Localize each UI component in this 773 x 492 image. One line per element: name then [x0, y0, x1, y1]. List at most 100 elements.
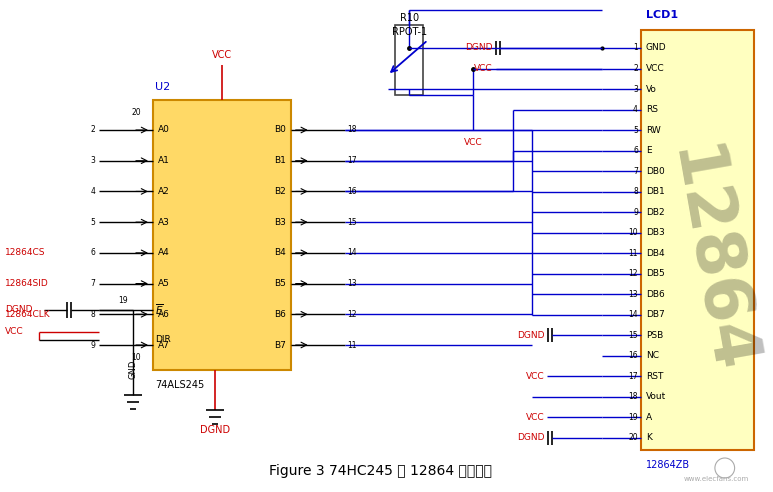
Text: 7: 7 — [633, 167, 638, 176]
Text: 2: 2 — [91, 125, 96, 134]
Text: VCC: VCC — [212, 50, 232, 60]
Text: 12: 12 — [628, 269, 638, 278]
Text: 15: 15 — [628, 331, 638, 340]
Text: B4: B4 — [274, 248, 286, 257]
Text: DGND: DGND — [200, 425, 230, 435]
Text: B0: B0 — [274, 125, 286, 134]
Text: Vo: Vo — [646, 85, 657, 93]
Bar — [153, 100, 291, 370]
Text: VCC: VCC — [475, 64, 493, 73]
Text: GND: GND — [646, 43, 666, 53]
Text: DGND: DGND — [517, 433, 544, 442]
Text: A6: A6 — [158, 310, 169, 319]
Bar — [641, 30, 754, 450]
Text: 16: 16 — [628, 351, 638, 361]
Text: 13: 13 — [628, 290, 638, 299]
Text: 20: 20 — [628, 433, 638, 442]
Text: DGND: DGND — [465, 43, 493, 53]
Text: DB6: DB6 — [646, 290, 665, 299]
Text: A5: A5 — [158, 279, 169, 288]
Text: PSB: PSB — [646, 331, 663, 340]
Text: 9: 9 — [633, 208, 638, 216]
Text: A2: A2 — [158, 187, 169, 196]
Text: LCD1: LCD1 — [646, 10, 678, 20]
Text: A4: A4 — [158, 248, 169, 257]
Text: 12864SID: 12864SID — [5, 279, 49, 288]
Text: 12: 12 — [347, 310, 356, 319]
Text: U2: U2 — [155, 82, 170, 92]
Text: VCC: VCC — [464, 138, 482, 147]
Text: 12864ZB: 12864ZB — [646, 460, 690, 470]
Text: 13: 13 — [347, 279, 356, 288]
Text: 14: 14 — [628, 310, 638, 319]
Text: 7: 7 — [90, 279, 96, 288]
Text: B1: B1 — [274, 156, 286, 165]
Text: B5: B5 — [274, 279, 286, 288]
Text: B2: B2 — [274, 187, 286, 196]
Text: 14: 14 — [347, 248, 356, 257]
Text: RST: RST — [646, 372, 663, 381]
Text: 3: 3 — [90, 156, 96, 165]
Text: DB5: DB5 — [646, 269, 665, 278]
Text: 6: 6 — [633, 146, 638, 155]
Text: 10: 10 — [628, 228, 638, 237]
Text: RW: RW — [646, 125, 661, 135]
Bar — [396, 25, 423, 95]
Text: $\overline{E}$: $\overline{E}$ — [155, 303, 163, 317]
Text: 17: 17 — [347, 156, 356, 165]
Text: DB3: DB3 — [646, 228, 665, 237]
Text: 10: 10 — [131, 353, 141, 362]
Text: R10: R10 — [400, 13, 419, 23]
Text: A7: A7 — [158, 340, 169, 349]
Text: 4: 4 — [90, 187, 96, 196]
Text: B6: B6 — [274, 310, 286, 319]
Text: 12864: 12864 — [656, 141, 761, 381]
Text: 6: 6 — [90, 248, 96, 257]
Text: 11: 11 — [628, 249, 638, 258]
Text: DGND: DGND — [517, 331, 544, 340]
Text: 20: 20 — [131, 108, 141, 117]
Text: NC: NC — [646, 351, 659, 361]
Text: 3: 3 — [633, 85, 638, 93]
Text: 74ALS245: 74ALS245 — [155, 380, 204, 390]
Text: 15: 15 — [347, 217, 356, 227]
Text: DB7: DB7 — [646, 310, 665, 319]
Text: 19: 19 — [628, 413, 638, 422]
Text: A3: A3 — [158, 217, 169, 227]
Text: 11: 11 — [347, 340, 356, 349]
Text: DB1: DB1 — [646, 187, 665, 196]
Text: A0: A0 — [158, 125, 169, 134]
Text: VCC: VCC — [646, 64, 665, 73]
Text: VCC: VCC — [5, 328, 23, 337]
Text: 4: 4 — [633, 105, 638, 114]
Text: K: K — [646, 433, 652, 442]
Text: 12864CLK: 12864CLK — [5, 310, 50, 319]
Text: 16: 16 — [347, 187, 356, 196]
Text: DGND: DGND — [5, 306, 32, 314]
Text: VCC: VCC — [526, 413, 544, 422]
Text: B7: B7 — [274, 340, 286, 349]
Text: A: A — [646, 413, 652, 422]
Text: 2: 2 — [633, 64, 638, 73]
Text: GND: GND — [128, 360, 138, 379]
Text: 17: 17 — [628, 372, 638, 381]
Text: VCC: VCC — [526, 372, 544, 381]
Text: DB0: DB0 — [646, 167, 665, 176]
Text: DB2: DB2 — [646, 208, 665, 216]
Text: 1: 1 — [633, 43, 638, 53]
Text: RPOT-1: RPOT-1 — [392, 27, 427, 37]
Text: RS: RS — [646, 105, 658, 114]
Text: 19: 19 — [118, 296, 128, 305]
Text: DB4: DB4 — [646, 249, 665, 258]
Text: E: E — [646, 146, 652, 155]
Text: Figure 3 74HC245 与 12864 驱动电路: Figure 3 74HC245 与 12864 驱动电路 — [269, 464, 492, 478]
Text: DIR: DIR — [155, 336, 171, 344]
Text: 18: 18 — [347, 125, 356, 134]
Text: B3: B3 — [274, 217, 286, 227]
Text: Vout: Vout — [646, 393, 666, 401]
Text: 9: 9 — [90, 340, 96, 349]
Text: 5: 5 — [90, 217, 96, 227]
Text: 8: 8 — [91, 310, 96, 319]
Text: www.elecfans.com: www.elecfans.com — [684, 476, 749, 482]
Text: 12864CS: 12864CS — [5, 248, 46, 257]
